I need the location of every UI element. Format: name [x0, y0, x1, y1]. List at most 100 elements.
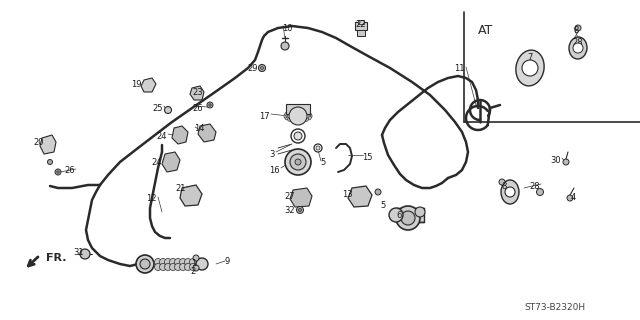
Circle shape — [209, 104, 211, 106]
Circle shape — [179, 259, 186, 266]
Text: 7: 7 — [527, 52, 532, 61]
Text: 32: 32 — [284, 205, 295, 214]
Text: 5: 5 — [380, 201, 385, 210]
Circle shape — [563, 159, 569, 165]
Text: 24: 24 — [157, 132, 167, 140]
Circle shape — [281, 42, 289, 50]
Text: AT: AT — [478, 24, 493, 37]
Ellipse shape — [285, 112, 288, 116]
Text: ST73-B2320H: ST73-B2320H — [524, 303, 586, 313]
Circle shape — [298, 209, 301, 212]
Circle shape — [164, 263, 172, 270]
Ellipse shape — [301, 119, 305, 122]
Text: 27: 27 — [284, 191, 295, 201]
Circle shape — [164, 107, 172, 114]
Circle shape — [522, 60, 538, 76]
Polygon shape — [348, 186, 372, 207]
Text: 6: 6 — [396, 211, 401, 220]
Circle shape — [159, 259, 166, 266]
Ellipse shape — [284, 114, 287, 118]
Circle shape — [47, 159, 52, 164]
Circle shape — [567, 195, 573, 201]
Text: 25: 25 — [152, 103, 163, 113]
Bar — [286, 104, 310, 114]
Text: 8: 8 — [573, 26, 579, 35]
Text: 9: 9 — [224, 258, 229, 267]
Text: 2: 2 — [191, 268, 196, 276]
Circle shape — [193, 255, 199, 261]
Circle shape — [140, 259, 150, 269]
Circle shape — [291, 129, 305, 143]
Circle shape — [505, 187, 515, 197]
Text: 31: 31 — [74, 247, 84, 257]
Ellipse shape — [291, 110, 295, 113]
Text: 21: 21 — [175, 183, 186, 193]
Circle shape — [296, 206, 303, 213]
Circle shape — [295, 159, 301, 165]
Ellipse shape — [309, 114, 312, 118]
Polygon shape — [198, 124, 216, 142]
Ellipse shape — [287, 111, 291, 114]
Polygon shape — [141, 78, 156, 92]
Text: 22: 22 — [355, 20, 365, 28]
Ellipse shape — [305, 111, 308, 114]
Circle shape — [154, 263, 161, 270]
Circle shape — [375, 189, 381, 195]
Text: 30: 30 — [550, 156, 561, 164]
Text: 28: 28 — [529, 181, 540, 190]
Text: 23: 23 — [192, 87, 203, 97]
Text: 17: 17 — [259, 111, 270, 121]
Polygon shape — [40, 135, 56, 154]
Ellipse shape — [308, 112, 311, 116]
Circle shape — [55, 169, 61, 175]
Text: 14: 14 — [194, 124, 205, 132]
Circle shape — [154, 259, 161, 266]
Text: 10: 10 — [282, 23, 292, 33]
Ellipse shape — [501, 180, 519, 204]
Circle shape — [573, 43, 583, 53]
Bar — [357, 30, 365, 36]
Circle shape — [179, 263, 186, 270]
Ellipse shape — [287, 118, 291, 121]
Circle shape — [285, 149, 311, 175]
Circle shape — [575, 25, 581, 31]
Circle shape — [415, 207, 425, 217]
Circle shape — [164, 259, 172, 266]
Text: 5: 5 — [320, 157, 325, 166]
Circle shape — [159, 263, 166, 270]
Text: 15: 15 — [362, 153, 372, 162]
Text: 4: 4 — [571, 193, 576, 202]
Text: 16: 16 — [269, 165, 280, 174]
Circle shape — [184, 259, 191, 266]
Circle shape — [189, 263, 196, 270]
Circle shape — [499, 179, 505, 185]
Text: 1: 1 — [191, 260, 196, 268]
Circle shape — [289, 107, 307, 125]
Circle shape — [189, 259, 196, 266]
Text: 26: 26 — [65, 165, 75, 174]
Circle shape — [193, 265, 199, 271]
Polygon shape — [290, 188, 312, 207]
Text: 8: 8 — [502, 181, 507, 190]
Circle shape — [196, 258, 208, 270]
Circle shape — [401, 211, 415, 225]
Bar — [355, 22, 367, 30]
Circle shape — [389, 208, 403, 222]
Ellipse shape — [516, 50, 544, 86]
Polygon shape — [190, 86, 204, 100]
Text: 20: 20 — [33, 138, 44, 147]
Circle shape — [170, 263, 177, 270]
Ellipse shape — [569, 37, 587, 59]
Ellipse shape — [301, 110, 305, 113]
Text: 13: 13 — [342, 189, 353, 198]
Text: 3: 3 — [269, 149, 275, 158]
Circle shape — [294, 132, 302, 140]
Ellipse shape — [296, 120, 300, 123]
Circle shape — [175, 259, 182, 266]
Ellipse shape — [285, 116, 288, 120]
Polygon shape — [180, 185, 202, 206]
Circle shape — [170, 259, 177, 266]
Circle shape — [396, 206, 420, 230]
Text: FR.: FR. — [46, 253, 67, 263]
Text: 28: 28 — [572, 37, 582, 46]
